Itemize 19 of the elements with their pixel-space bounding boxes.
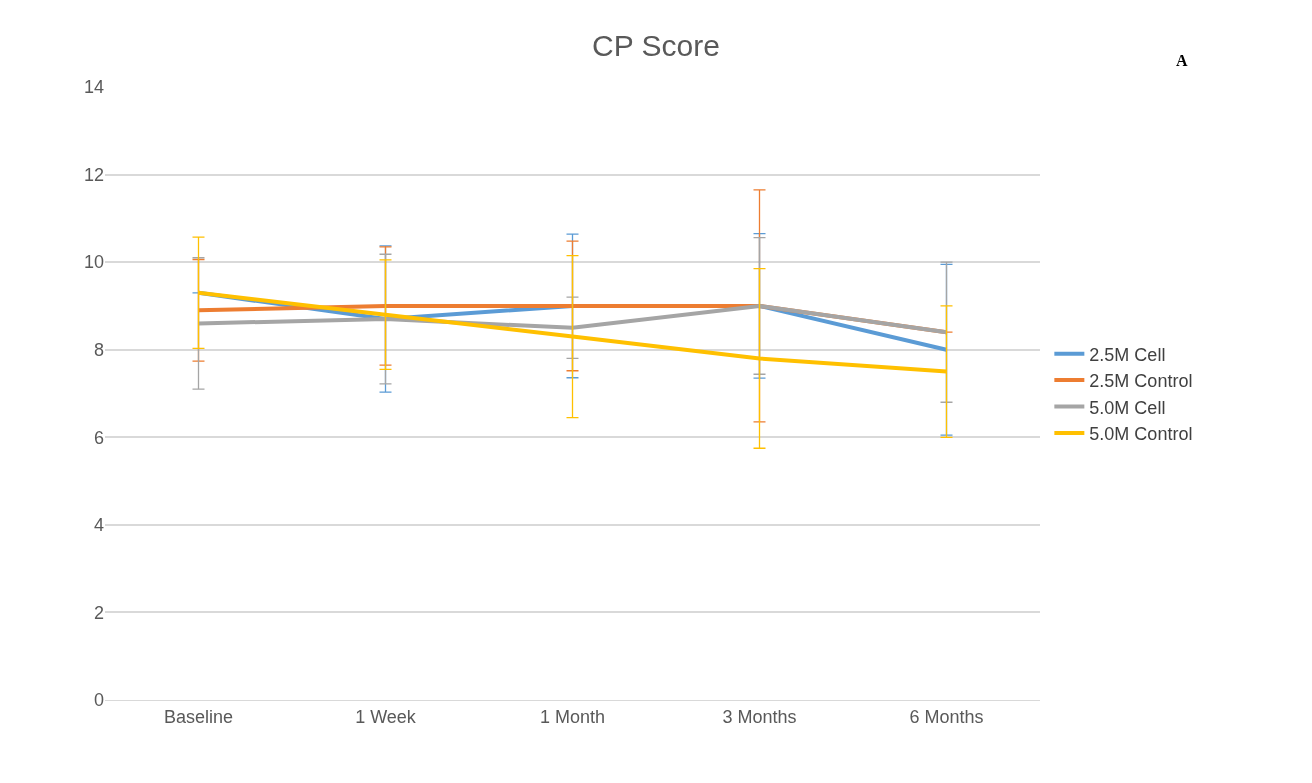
x-tick-label: 1 Week xyxy=(355,706,417,727)
text: A xyxy=(1176,52,1188,69)
y-tick-label: 0 xyxy=(93,690,104,711)
y-tick-label: 12 xyxy=(83,164,104,185)
y-tick-label: 14 xyxy=(83,77,104,98)
x-tick-label: Baseline xyxy=(163,706,234,727)
legend-label: 2.5M Cell xyxy=(1089,344,1166,365)
y-tick-label: 4 xyxy=(93,515,104,536)
y-tick-label: 2 xyxy=(93,602,104,623)
x-tick-label: 6 Months xyxy=(909,706,984,727)
legend-label: 5.0M Control xyxy=(1089,423,1193,444)
y-tick-label: 8 xyxy=(93,340,104,361)
legend-label: 5.0M Cell xyxy=(1089,397,1166,418)
y-tick-label: 6 xyxy=(93,427,104,448)
x-tick-label: 3 Months xyxy=(722,706,797,727)
x-tick-label: 1 Month xyxy=(539,706,606,727)
y-tick-label: 10 xyxy=(83,252,104,273)
legend-label: 2.5M Control xyxy=(1089,371,1193,392)
chart-title: CP Score xyxy=(592,29,720,63)
